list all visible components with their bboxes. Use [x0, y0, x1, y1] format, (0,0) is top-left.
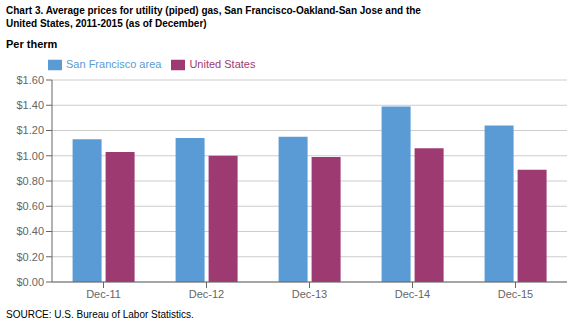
svg-text:$0.00: $0.00 [16, 276, 44, 288]
html-text:United States, 2011-2015 (as o: United States, 2011-2015 (as of December… [6, 18, 207, 29]
html-text:Per therm: Per therm [6, 38, 58, 50]
svg-text:$1.20: $1.20 [16, 124, 44, 136]
svg-text:Dec-15: Dec-15 [498, 288, 533, 300]
html-text:SOURCE: U.S. Bureau of Labor S: SOURCE: U.S. Bureau of Labor Statistics. [6, 309, 194, 320]
svg-text:$0.20: $0.20 [16, 251, 44, 263]
svg-text:Dec-11: Dec-11 [86, 288, 121, 300]
svg-text:Dec-12: Dec-12 [189, 288, 224, 300]
svg-text:$0.40: $0.40 [16, 225, 44, 237]
html-text:United States: United States [189, 58, 256, 70]
svg-text:$0.80: $0.80 [16, 175, 44, 187]
html-text:San Francisco area: San Francisco area [66, 58, 162, 70]
html-text:Chart 3. Average prices for ut: Chart 3. Average prices for utility (pip… [6, 5, 421, 16]
svg-text:$1.40: $1.40 [16, 99, 44, 111]
svg-text:Dec-13: Dec-13 [292, 288, 327, 300]
svg-text:Dec-14: Dec-14 [395, 288, 430, 300]
svg-text:$1.00: $1.00 [16, 150, 44, 162]
svg-text:$0.60: $0.60 [16, 200, 44, 212]
svg-text:$1.60: $1.60 [16, 74, 44, 86]
